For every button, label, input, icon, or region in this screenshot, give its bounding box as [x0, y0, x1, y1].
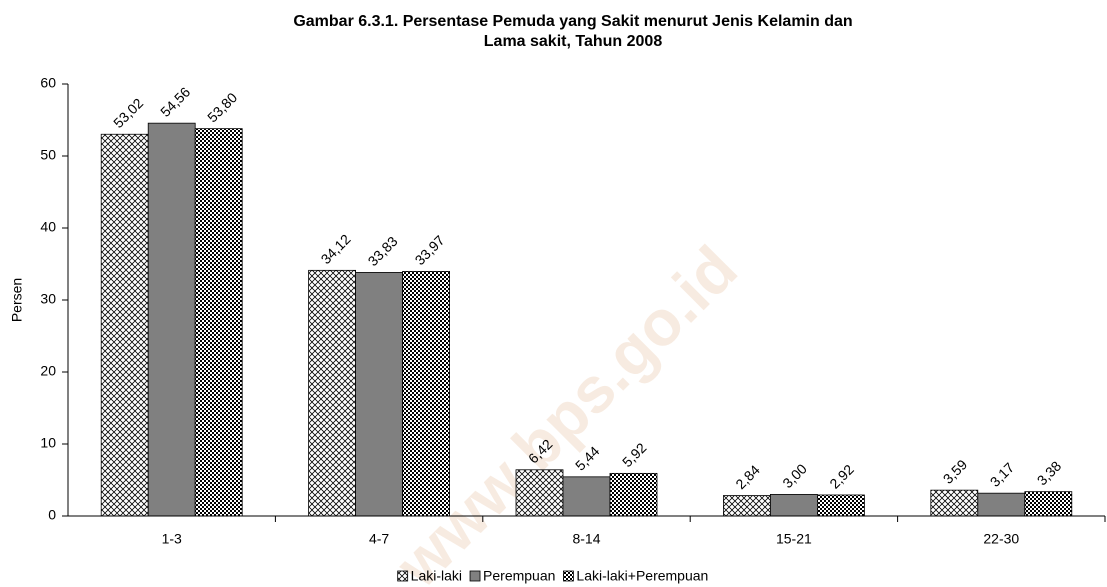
x-tick-label: 1-3	[162, 531, 182, 547]
bar	[402, 271, 451, 517]
value-label: 3,38	[1034, 458, 1065, 489]
legend-swatch	[397, 570, 409, 582]
bar	[147, 122, 196, 517]
x-tick-label: 22-30	[983, 531, 1019, 547]
x-tick-label: 15-21	[776, 531, 812, 547]
value-label: 3,59	[940, 456, 971, 487]
bar	[308, 269, 357, 517]
x-tick-label: 8-14	[572, 531, 600, 547]
value-label: 53,80	[204, 89, 240, 125]
bar	[355, 272, 404, 517]
value-label: 2,92	[826, 461, 857, 492]
value-label: 2,84	[732, 462, 763, 493]
legend-label: Laki-laki	[411, 568, 462, 584]
y-tick-label: 0	[48, 507, 56, 523]
bar	[562, 476, 611, 517]
value-label: 5,92	[619, 439, 650, 470]
y-tick-label: 30	[40, 291, 56, 307]
y-axis-label: Persen	[9, 278, 25, 322]
legend-label: Perempuan	[483, 568, 555, 584]
value-label: 54,56	[157, 84, 193, 120]
y-tick-label: 60	[40, 75, 56, 91]
bar	[770, 493, 818, 517]
legend-swatch	[469, 570, 481, 582]
bar	[609, 472, 658, 517]
bar	[515, 469, 564, 517]
value-label: 53,02	[110, 95, 146, 131]
legend-label: Laki-laki+Perempuan	[576, 568, 708, 584]
chart-title: Lama sakit, Tahun 2008	[484, 33, 663, 50]
y-tick-label: 50	[40, 147, 56, 163]
bar	[930, 489, 979, 517]
legend-swatch	[563, 570, 574, 582]
bar	[1024, 491, 1073, 517]
y-tick-label: 10	[40, 435, 56, 451]
y-tick-label: 40	[40, 219, 56, 235]
bar	[194, 128, 243, 517]
value-label: 34,12	[318, 231, 354, 267]
x-tick-label: 4-7	[369, 531, 389, 547]
value-label: 3,17	[987, 459, 1018, 490]
bar	[100, 133, 149, 517]
y-tick-label: 20	[40, 363, 56, 379]
value-label: 33,83	[365, 233, 401, 269]
value-label: 33,97	[412, 232, 448, 268]
bar	[977, 492, 1026, 517]
value-label: 3,00	[779, 460, 810, 491]
chart-title: Gambar 6.3.1. Persentase Pemuda yang Sak…	[293, 13, 852, 30]
bar	[723, 495, 771, 517]
bar	[817, 494, 865, 517]
